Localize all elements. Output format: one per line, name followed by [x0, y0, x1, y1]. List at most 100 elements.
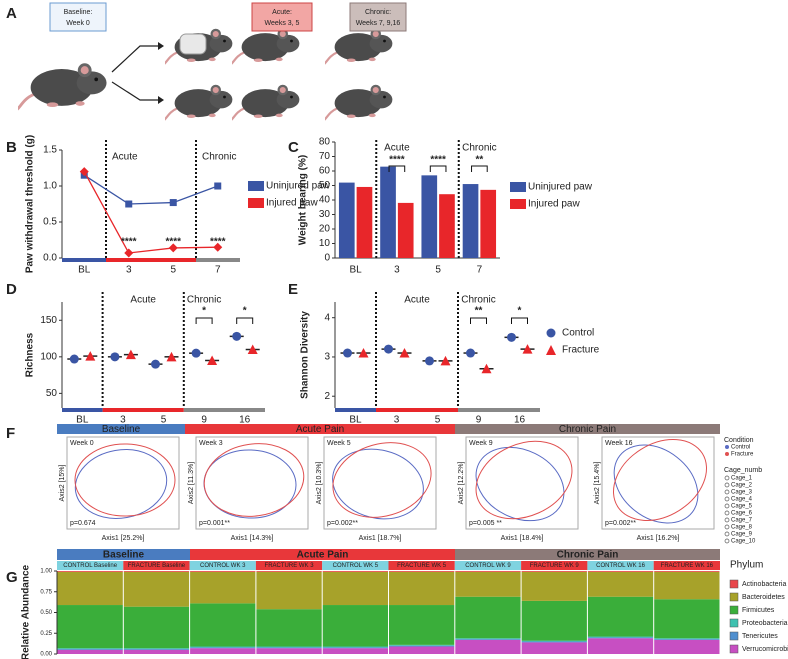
period-header-label: Chronic Pain [559, 424, 616, 435]
legend-marker [546, 345, 556, 355]
legend-marker [724, 510, 730, 516]
mean-marker [425, 356, 434, 366]
annotation: Acute [384, 143, 410, 154]
period-header [57, 424, 185, 434]
legend-label: Cage_10 [731, 539, 756, 545]
pcoa-p: p=0.002** [605, 520, 636, 527]
pcoa-title: Week 3 [199, 440, 223, 447]
panel-letter: A [6, 5, 17, 22]
x-tick-label: 5 [170, 265, 176, 276]
y-axis-label: Paw withdrawal threshold (g) [25, 135, 36, 273]
ellipse-control [74, 449, 168, 519]
y-tick-label: 1.00 [40, 569, 52, 575]
stack-segment [322, 571, 388, 572]
pcoa-title: Week 0 [70, 440, 94, 447]
pcoa-frame [66, 436, 180, 530]
annotation: Chronic [187, 295, 221, 306]
y-tick-label: 50 [319, 180, 331, 191]
legend-marker [724, 524, 730, 530]
legend-marker [725, 452, 729, 456]
legend-label: Fracture [562, 345, 600, 356]
legend-label: Cage_5 [731, 504, 753, 510]
annotation: **** [389, 155, 405, 166]
legend-title: Phylum [730, 560, 763, 571]
legend-swatch [729, 605, 739, 615]
x-tick-label: 16 [239, 415, 251, 426]
mean-marker [507, 332, 516, 342]
pcoa-frame [195, 436, 309, 530]
legend-marker [724, 482, 730, 488]
group-header [189, 561, 256, 570]
sig-bracket [470, 317, 487, 324]
legend-label: Tenericutes [742, 633, 778, 640]
panel-a-art [18, 27, 394, 122]
stack-segment [256, 571, 322, 610]
legend-label: Uninjured paw [528, 182, 593, 193]
legend-label: Cage_7 [731, 518, 753, 524]
legend-marker [510, 182, 526, 192]
y-axis-label: Richness [25, 332, 36, 377]
legend-label: Bacteroidetes [742, 594, 785, 601]
point [79, 167, 89, 177]
group-label: CONTROL WK 16 [596, 563, 645, 569]
group-label: CONTROL WK 5 [333, 563, 379, 569]
timepoint-label: Acute: [272, 9, 292, 16]
group-header [388, 561, 455, 570]
annotation: * [518, 306, 522, 317]
period-header-label: Baseline [102, 424, 141, 435]
panel-letter: F [6, 425, 15, 442]
legend-marker [248, 198, 264, 208]
stack-segment [256, 571, 322, 572]
panel-letter: C [288, 139, 299, 156]
group-label: FRACTURE WK 3 [265, 563, 315, 569]
legend-label: Cage_3 [731, 490, 753, 496]
stack-segment [455, 639, 521, 640]
stack-segment [521, 600, 587, 641]
x-tick-label: 5 [435, 415, 441, 426]
legend-swatch [729, 579, 739, 589]
y-tick-label: 80 [319, 137, 331, 148]
pcoa-xlabel: Axis1 [18.4%] [501, 535, 544, 542]
legend-label: Cage_9 [731, 532, 753, 538]
group-header [57, 561, 124, 570]
y-tick-label: 70 [319, 151, 331, 162]
legend-title: Cage_numb [724, 467, 762, 474]
pcoa-xlabel: Axis1 [16.2%] [637, 535, 680, 542]
y-tick-label: 150 [40, 315, 57, 326]
legend-marker [724, 538, 730, 544]
pcoa-title: Week 5 [327, 440, 351, 447]
pcoa-p: p=0.002** [327, 520, 358, 527]
sig-bracket [388, 165, 406, 172]
legend-marker [248, 181, 264, 191]
sig-bracket [236, 317, 254, 324]
period-header [455, 549, 720, 560]
pcoa-frame [465, 436, 579, 530]
mean-marker [85, 351, 96, 361]
pcoa-title: Week 9 [469, 440, 493, 447]
annotation: Chronic [461, 295, 495, 306]
stack-segment [123, 649, 190, 650]
stack-segment [587, 637, 654, 639]
pcoa-p: p=0.674 [70, 520, 96, 527]
annotation: ** [475, 306, 483, 317]
group-header [521, 561, 588, 570]
stack-segment [521, 641, 587, 643]
point [213, 242, 223, 252]
annotation: **** [121, 237, 137, 248]
point [124, 248, 134, 258]
y-tick-label: 0 [324, 253, 330, 264]
stack-segment [190, 647, 256, 649]
stack-segment [256, 647, 322, 649]
bar [397, 202, 414, 258]
pcoa-xlabel: Axis1 [14.3%] [231, 535, 274, 542]
y-tick-label: 1.0 [43, 181, 57, 192]
stack-segment [57, 648, 123, 650]
legend-label: Cage_4 [731, 497, 753, 503]
x-tick-label: 5 [161, 415, 167, 426]
x-tick-label: 3 [120, 415, 126, 426]
x-tick-label: BL [78, 265, 91, 276]
mean-marker [69, 354, 79, 364]
legend-label: Control [731, 445, 750, 451]
timepoint-box [349, 2, 407, 32]
bar [421, 175, 438, 258]
